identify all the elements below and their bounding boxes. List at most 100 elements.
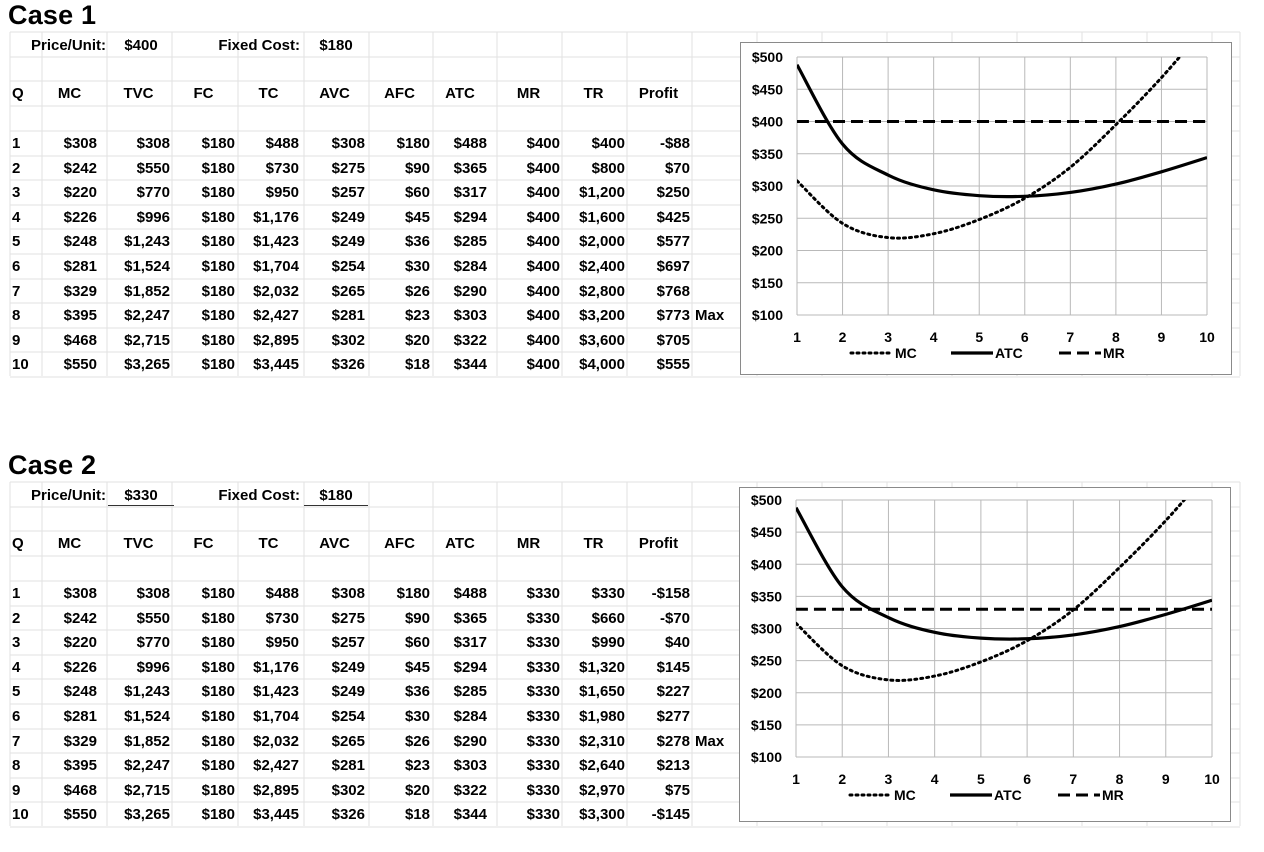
table-cell: $330 bbox=[526, 732, 560, 750]
chart-svg: $100 $150 $200 $250 $300 $350 $400 $450 $500 1 2 3 4… bbox=[752, 49, 1215, 361]
table-cell: $468 bbox=[63, 781, 97, 799]
column-header: TR bbox=[583, 535, 604, 552]
table-cell: $2,247 bbox=[124, 307, 170, 325]
table-cell-q: 1 bbox=[12, 585, 21, 602]
fixed-cost-value: $180 bbox=[319, 37, 353, 54]
case-title: Case 2 bbox=[8, 450, 97, 480]
table-cell: $1,600 bbox=[579, 208, 625, 226]
y-tick-label: $350 bbox=[751, 588, 782, 604]
y-tick-label: $500 bbox=[752, 49, 783, 65]
y-tick-label: $250 bbox=[751, 653, 782, 669]
column-header: Q bbox=[12, 85, 24, 102]
table-cell: $30 bbox=[404, 708, 430, 725]
table-cell: $254 bbox=[331, 258, 365, 275]
x-tick-label: 7 bbox=[1069, 771, 1077, 787]
table-cell: $3,300 bbox=[579, 806, 625, 824]
table-cell: $2,895 bbox=[253, 331, 299, 349]
table-cell: $577 bbox=[656, 233, 690, 251]
table-cell: $344 bbox=[453, 356, 487, 374]
table-cell: $330 bbox=[526, 634, 560, 652]
column-header: MC bbox=[57, 85, 82, 102]
y-tick-label: $250 bbox=[752, 210, 783, 226]
table-cell: $2,640 bbox=[579, 757, 625, 775]
chart-svg: $100 $150 $200 $250 $300 $350 $400 $450 $500 1 2 3 4… bbox=[751, 492, 1220, 803]
price-value: $400 bbox=[124, 37, 158, 54]
table-cell: $180 bbox=[201, 159, 235, 177]
table-cell: $365 bbox=[453, 159, 487, 177]
table-cell: $395 bbox=[63, 307, 97, 325]
table-cell: $425 bbox=[656, 208, 690, 226]
table-cell: $3,200 bbox=[579, 307, 625, 325]
x-tick-label: 6 bbox=[1023, 771, 1031, 787]
table-cell: $226 bbox=[63, 208, 97, 226]
table-cell-q: 6 bbox=[12, 258, 21, 275]
table-cell: $284 bbox=[453, 258, 487, 275]
max-label: Max bbox=[695, 307, 725, 325]
table-cell: $660 bbox=[591, 609, 625, 627]
table-cell: $400 bbox=[526, 331, 560, 349]
table-cell-q: 3 bbox=[12, 634, 21, 652]
table-cell-q: 8 bbox=[12, 307, 21, 325]
table-cell: $2,427 bbox=[253, 307, 299, 325]
table-cell: $3,445 bbox=[253, 356, 299, 374]
column-header: TC bbox=[258, 535, 279, 552]
legend-label-atc: ATC bbox=[994, 787, 1022, 803]
x-tick-label: 6 bbox=[1021, 329, 1029, 345]
table-cell: $226 bbox=[63, 658, 97, 676]
table-cell: $281 bbox=[331, 307, 365, 325]
table-cell-q: 7 bbox=[12, 282, 21, 300]
table-cell: -$145 bbox=[651, 806, 690, 824]
table-cell: $950 bbox=[265, 634, 299, 652]
table-cell: $330 bbox=[526, 806, 560, 824]
table-cell-q: 4 bbox=[12, 208, 21, 226]
table-cell: $36 bbox=[404, 683, 430, 701]
table-cell: $400 bbox=[526, 282, 560, 300]
table-cell: $395 bbox=[63, 757, 97, 775]
column-header: MR bbox=[516, 535, 541, 552]
y-tick-label: $450 bbox=[752, 81, 783, 97]
price-value: $330 bbox=[108, 487, 174, 506]
table-cell: $302 bbox=[331, 781, 365, 799]
table-cell: $249 bbox=[331, 658, 365, 676]
case-2-section: Case 2 Price/Unit: $330 Fixed Cost: $180 Q MC T… bbox=[0, 450, 1264, 852]
legend-label-mc: MC bbox=[894, 787, 916, 803]
table-cell: $550 bbox=[136, 159, 170, 177]
table-cell: $488 bbox=[453, 135, 487, 152]
table-cell: $1,704 bbox=[253, 258, 299, 275]
table-cell: $220 bbox=[63, 184, 97, 202]
table-cell: $249 bbox=[331, 683, 365, 701]
column-header: TR bbox=[583, 85, 604, 102]
table-cell: $180 bbox=[201, 307, 235, 325]
table-cell: $770 bbox=[136, 634, 170, 652]
table-cell-q: 10 bbox=[12, 806, 29, 824]
table-cell: $4,000 bbox=[579, 356, 625, 374]
table-cell: $75 bbox=[664, 781, 690, 799]
series-line-atc bbox=[796, 506, 1212, 641]
table-cell: $45 bbox=[404, 658, 430, 676]
table-cell-q: 6 bbox=[12, 708, 21, 725]
x-tick-label: 2 bbox=[838, 771, 846, 787]
table-cell: $550 bbox=[63, 806, 97, 824]
table-cell: $400 bbox=[591, 135, 625, 152]
table-cell: $990 bbox=[591, 634, 625, 652]
table-cell-q: 7 bbox=[12, 732, 21, 750]
table-cell: $180 bbox=[396, 585, 430, 602]
table-cell: $180 bbox=[201, 757, 235, 775]
table-cell: $308 bbox=[136, 135, 170, 152]
x-tick-label: 10 bbox=[1204, 771, 1220, 787]
max-label: Max bbox=[695, 732, 725, 750]
column-header: Profit bbox=[638, 535, 679, 552]
x-tick-label: 9 bbox=[1158, 329, 1166, 345]
y-tick-label: $150 bbox=[752, 275, 783, 291]
table-cell-q: 3 bbox=[12, 184, 21, 202]
table-cell: $2,895 bbox=[253, 781, 299, 799]
table-cell: $770 bbox=[136, 184, 170, 202]
x-tick-label: 5 bbox=[977, 771, 985, 787]
table-cell: $488 bbox=[265, 135, 299, 152]
column-header: ATC bbox=[445, 85, 475, 102]
table-cell-q: 8 bbox=[12, 757, 21, 775]
table-cell-q: 2 bbox=[12, 609, 21, 627]
table-cell: $365 bbox=[453, 609, 487, 627]
table-cell: $330 bbox=[526, 757, 560, 775]
table-cell: $180 bbox=[201, 135, 235, 152]
